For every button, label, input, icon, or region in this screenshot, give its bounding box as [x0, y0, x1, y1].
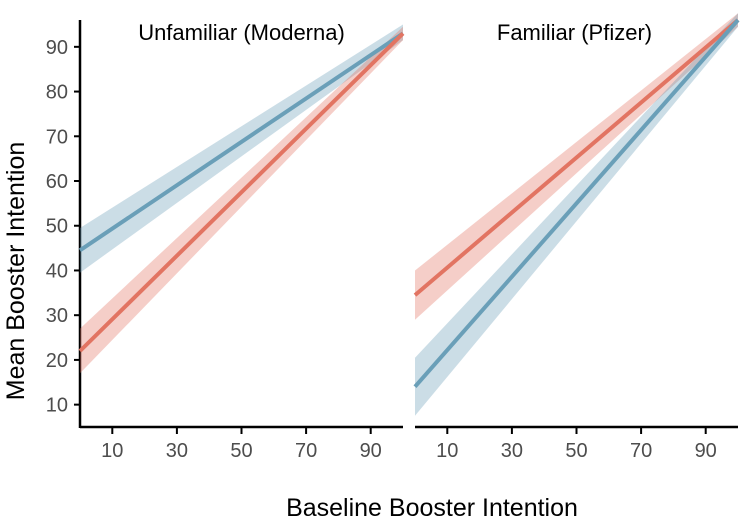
- y-tick-label: 80: [46, 82, 68, 104]
- y-tick-label: 60: [46, 171, 68, 193]
- y-tick-label: 40: [46, 260, 68, 282]
- fit-line-red: [413, 18, 740, 297]
- panel-title: Familiar (Pfizer): [497, 20, 652, 45]
- y-tick-label: 90: [46, 37, 68, 59]
- plot-panels: 10 20 30 40 50 60 70 80 90 10 30 50 70 90 Unfamiliar (…: [46, 13, 740, 462]
- x-tick-label: 10: [101, 440, 123, 462]
- x-tick-label: 70: [295, 440, 317, 462]
- y-tick-label: 20: [46, 350, 68, 372]
- x-tick-label: 50: [565, 440, 587, 462]
- fit-line-blue: [78, 31, 405, 252]
- x-tick-label: 90: [360, 440, 382, 462]
- y-tick-label: 10: [46, 395, 68, 417]
- x-tick-label: 50: [230, 440, 252, 462]
- y-tick-label: 70: [46, 126, 68, 148]
- y-tick-label: 30: [46, 305, 68, 327]
- x-tick-label: 10: [436, 440, 458, 462]
- panel-1: 10 30 50 70 90 Unfamiliar (Moderna): [78, 20, 405, 462]
- x-tick-label: 30: [166, 440, 188, 462]
- x-tick-label: 70: [630, 440, 652, 462]
- x-tick-label: 90: [695, 440, 717, 462]
- panel-2: 10 30 50 70 90 Familiar (Pfizer): [413, 13, 740, 462]
- x-tick-label: 30: [501, 440, 523, 462]
- fit-line-blue: [413, 18, 740, 389]
- y-tick-label: 50: [46, 216, 68, 238]
- fit-line-red: [78, 31, 405, 353]
- x-axis-title: Baseline Booster Intention: [286, 494, 578, 522]
- y-axis-title: Mean Booster Intention: [2, 142, 30, 401]
- panel-title: Unfamiliar (Moderna): [138, 20, 345, 45]
- ci-band-blue: [80, 24, 403, 273]
